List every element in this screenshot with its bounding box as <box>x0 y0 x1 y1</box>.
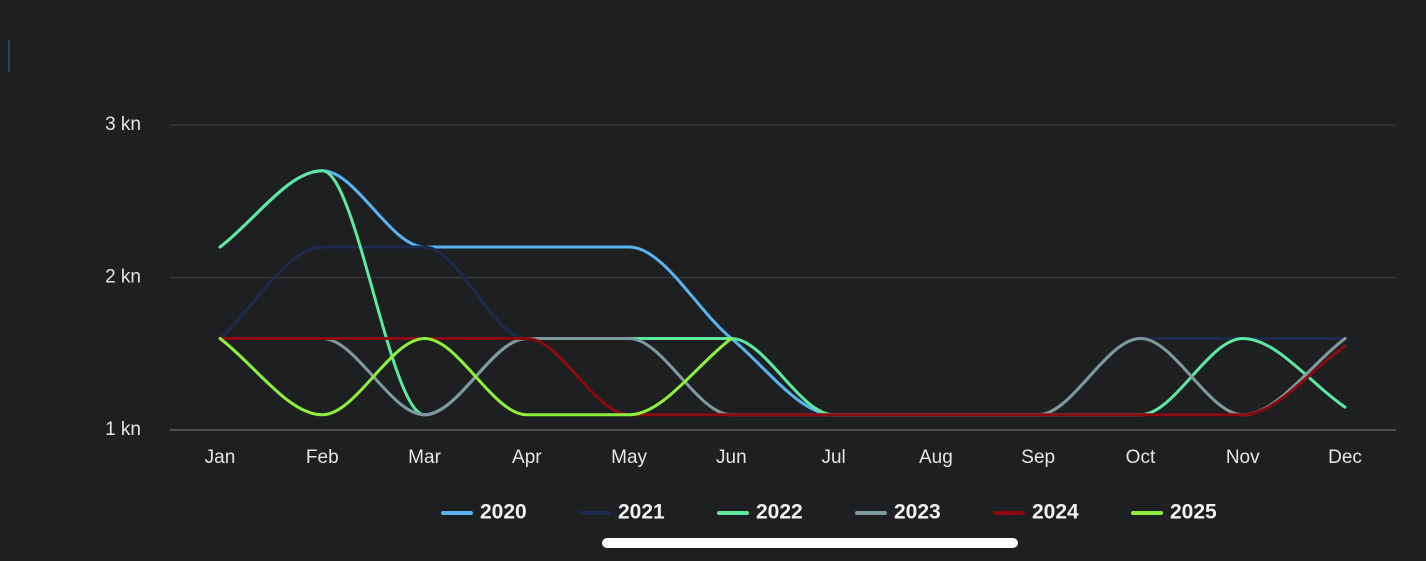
lines <box>218 169 1347 417</box>
grid: 1 kn 2 kn 3 kn Jan Feb Mar Apr May Jun Jul Aug Sep O… <box>105 114 1396 468</box>
legend-label: 2025 <box>1170 501 1217 524</box>
y-tick-label: 2 kn <box>105 267 141 288</box>
x-tick-label: Aug <box>919 447 953 468</box>
x-tick-label: Oct <box>1126 447 1156 468</box>
x-tick-label: May <box>611 447 647 468</box>
series-line <box>218 169 1347 417</box>
legend: 2020 2021 2022 2023 2024 2025 <box>441 501 1217 524</box>
legend-label: 2021 <box>618 501 665 524</box>
x-tick-label: Jun <box>716 447 747 468</box>
legend-label: 2020 <box>480 501 527 524</box>
series-line <box>218 336 733 417</box>
legend-label: 2023 <box>894 501 941 524</box>
x-tick-label: Jan <box>205 447 236 468</box>
x-tick-label: Mar <box>408 447 441 468</box>
x-tick-label: Sep <box>1021 447 1055 468</box>
x-tick-label: Jul <box>821 447 845 468</box>
x-tick-label: Dec <box>1328 447 1362 468</box>
x-tick-label: Feb <box>306 447 339 468</box>
y-tick-label: 3 kn <box>105 114 141 135</box>
scrollbar[interactable] <box>602 538 1018 548</box>
legend-label: 2022 <box>756 501 803 524</box>
series-line <box>218 245 1347 417</box>
legend-label: 2024 <box>1032 501 1079 524</box>
x-tick-label: Apr <box>512 447 542 468</box>
x-tick-label: Nov <box>1226 447 1260 468</box>
y-tick-label: 1 kn <box>105 419 141 440</box>
